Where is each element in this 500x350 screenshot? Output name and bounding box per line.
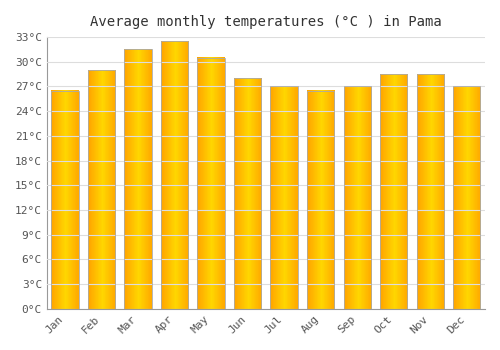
Bar [161,41,188,309]
Bar [380,74,407,309]
Bar [344,86,371,309]
Title: Average monthly temperatures (°C ) in Pama: Average monthly temperatures (°C ) in Pa… [90,15,442,29]
Bar [453,86,480,309]
Bar [416,74,444,309]
Bar [88,70,116,309]
Bar [270,86,298,309]
Bar [307,91,334,309]
Bar [52,91,79,309]
Bar [234,78,262,309]
Bar [124,49,152,309]
Bar [198,58,225,309]
